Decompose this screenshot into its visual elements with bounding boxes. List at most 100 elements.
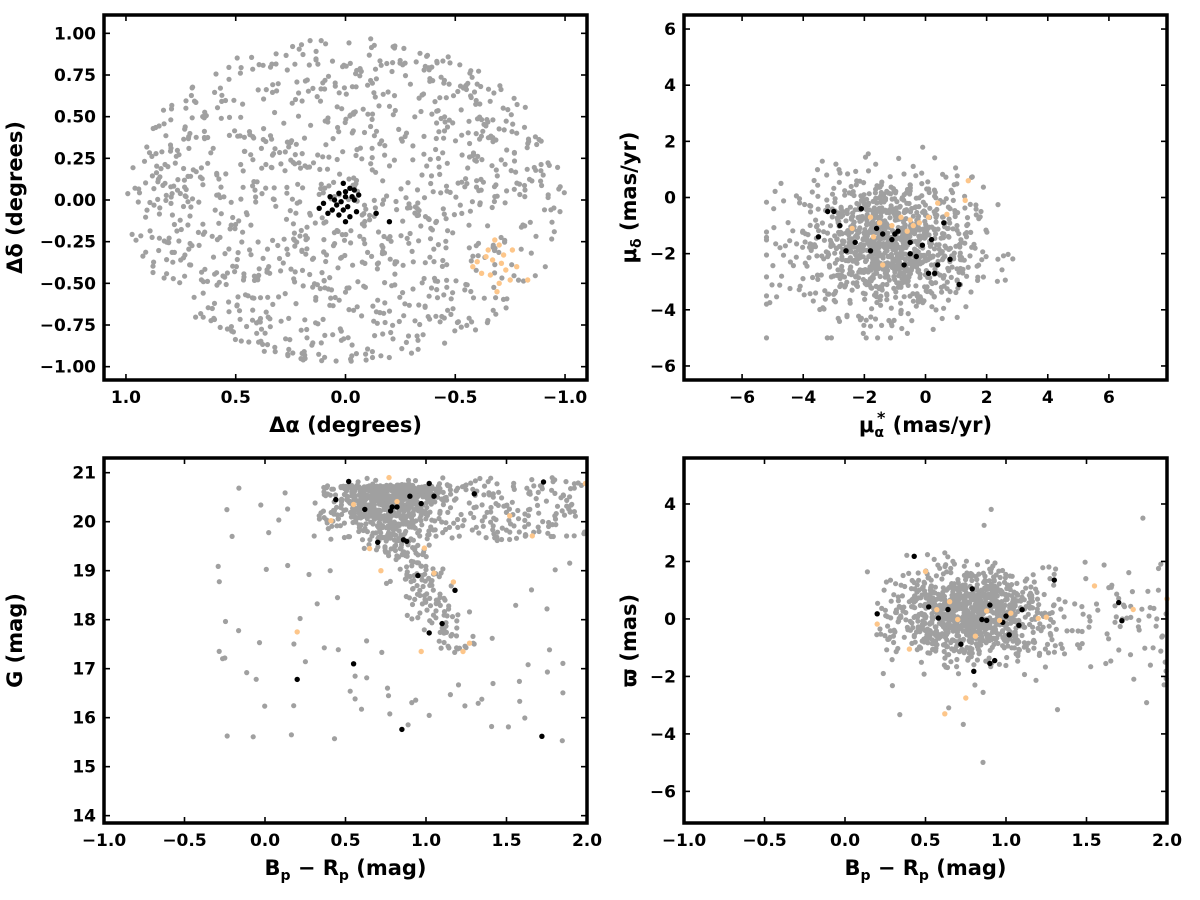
field-point bbox=[481, 121, 487, 127]
field-point bbox=[958, 239, 965, 245]
field-point bbox=[354, 304, 360, 310]
field-point bbox=[359, 313, 365, 319]
y-tick-label: 14 bbox=[72, 807, 96, 827]
field-point bbox=[888, 320, 894, 327]
field-point bbox=[884, 248, 890, 254]
field-point bbox=[266, 530, 272, 536]
field-point bbox=[909, 604, 915, 610]
field-point bbox=[1136, 627, 1142, 633]
field-point bbox=[306, 62, 312, 68]
field-point bbox=[234, 55, 240, 61]
field-point bbox=[386, 163, 393, 169]
field-point bbox=[331, 230, 337, 236]
field-point bbox=[473, 267, 479, 273]
field-point bbox=[342, 252, 348, 259]
field-point bbox=[916, 258, 922, 264]
field-point bbox=[924, 284, 930, 290]
field-point bbox=[900, 243, 907, 249]
member-point bbox=[426, 630, 432, 636]
field-point bbox=[858, 315, 865, 321]
field-point bbox=[416, 302, 422, 308]
field-point bbox=[549, 487, 555, 493]
field-point bbox=[945, 265, 951, 271]
field-point bbox=[308, 122, 314, 128]
field-point bbox=[916, 195, 922, 201]
field-point bbox=[497, 83, 503, 89]
field-point bbox=[432, 486, 438, 492]
field-point bbox=[379, 649, 385, 656]
y-axis-label: Δδ (degrees) bbox=[3, 121, 27, 274]
y-tick-label: −0.75 bbox=[40, 316, 96, 336]
field-point bbox=[373, 491, 379, 497]
field-point bbox=[371, 133, 377, 139]
field-point bbox=[926, 186, 932, 192]
field-point bbox=[909, 640, 915, 647]
field-point bbox=[360, 527, 366, 534]
field-point bbox=[1051, 571, 1057, 577]
field-point bbox=[965, 264, 971, 270]
x-tick-label: 2 bbox=[981, 388, 993, 408]
field-point bbox=[887, 174, 893, 180]
candidate-point bbox=[500, 252, 507, 258]
field-point bbox=[388, 329, 394, 336]
field-point bbox=[321, 489, 327, 495]
field-point bbox=[348, 358, 354, 364]
candidate-point bbox=[1035, 615, 1041, 622]
field-point bbox=[168, 117, 174, 123]
field-point bbox=[490, 494, 496, 500]
field-point bbox=[363, 521, 369, 527]
field-point bbox=[442, 340, 448, 346]
field-point bbox=[240, 168, 246, 174]
field-point bbox=[282, 490, 288, 496]
field-point bbox=[980, 274, 987, 280]
field-point bbox=[466, 315, 472, 321]
field-point bbox=[787, 285, 793, 292]
field-point bbox=[343, 91, 349, 97]
field-point bbox=[428, 524, 434, 530]
field-point bbox=[525, 521, 532, 527]
field-point bbox=[961, 621, 967, 627]
field-point bbox=[821, 237, 828, 243]
field-point bbox=[414, 187, 421, 193]
field-point bbox=[771, 225, 777, 231]
field-point bbox=[492, 270, 498, 276]
field-point bbox=[386, 354, 392, 361]
field-point bbox=[943, 245, 949, 251]
field-point bbox=[815, 182, 821, 188]
field-point bbox=[499, 536, 505, 543]
field-point bbox=[168, 145, 174, 151]
field-point bbox=[877, 626, 883, 632]
field-point bbox=[1113, 614, 1119, 620]
field-point bbox=[802, 201, 808, 208]
field-point bbox=[1072, 601, 1078, 607]
field-point bbox=[932, 632, 939, 638]
field-point bbox=[424, 504, 430, 511]
member-point bbox=[984, 617, 990, 624]
field-point bbox=[272, 349, 278, 355]
field-point bbox=[454, 319, 460, 326]
field-point bbox=[284, 190, 290, 196]
field-point bbox=[169, 102, 175, 108]
field-point bbox=[233, 221, 239, 228]
field-point bbox=[382, 544, 388, 550]
field-point bbox=[381, 233, 387, 240]
field-point bbox=[412, 204, 418, 210]
field-point bbox=[302, 355, 308, 362]
field-point bbox=[856, 269, 862, 275]
field-point bbox=[543, 498, 550, 504]
field-point bbox=[363, 357, 369, 363]
field-point bbox=[286, 346, 292, 352]
field-point bbox=[486, 490, 492, 496]
field-point bbox=[834, 236, 840, 242]
field-point bbox=[283, 216, 290, 222]
field-point bbox=[177, 190, 183, 197]
field-point bbox=[889, 196, 895, 202]
member-point bbox=[987, 660, 993, 667]
x-tick-label: 6 bbox=[1103, 388, 1115, 408]
field-point bbox=[915, 618, 921, 624]
field-point bbox=[822, 296, 828, 302]
x-tick-label: 1.5 bbox=[1071, 831, 1101, 851]
field-point bbox=[157, 174, 163, 180]
field-point bbox=[307, 271, 313, 278]
field-point bbox=[858, 193, 864, 199]
